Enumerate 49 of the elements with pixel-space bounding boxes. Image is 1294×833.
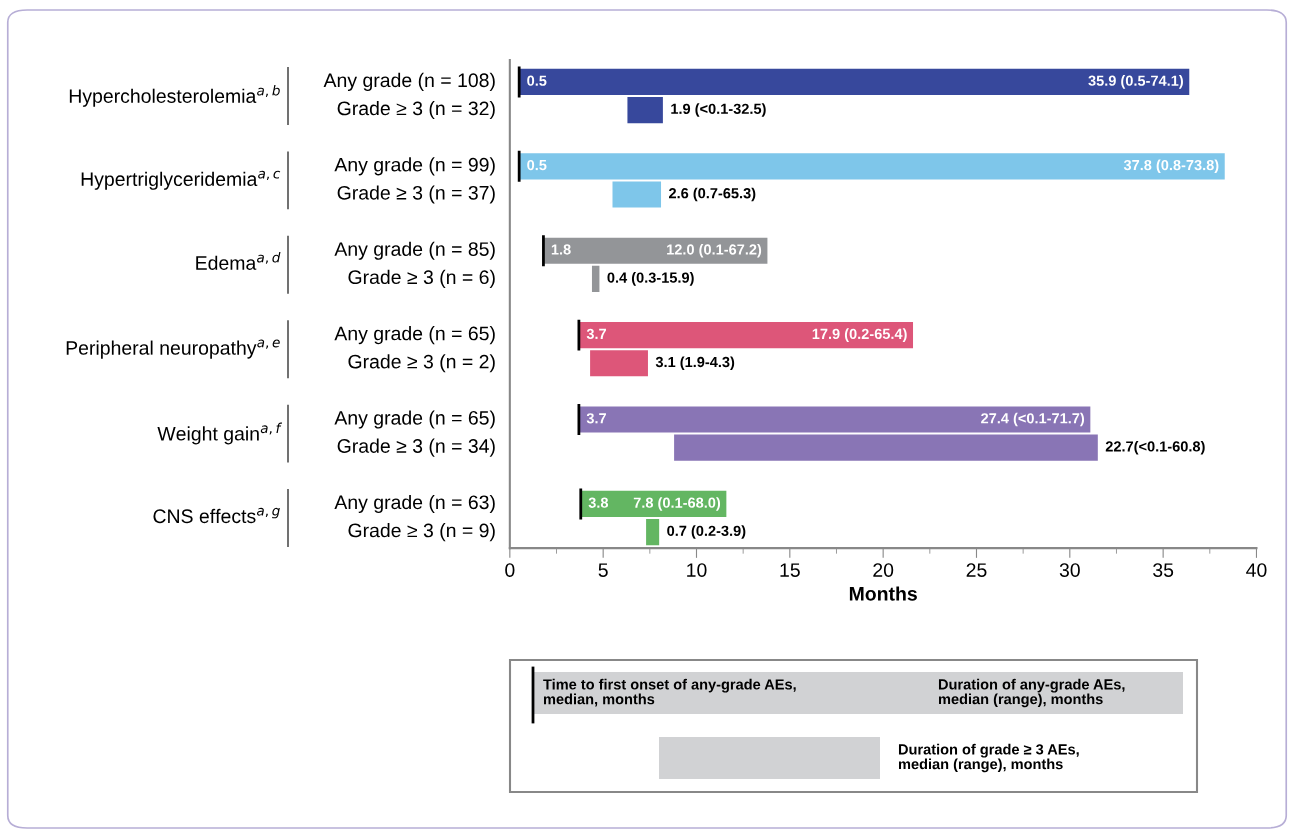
y-tick-label: Grade ≥ 3 (n = 2): [348, 354, 495, 373]
data-label: 0.4 (0.3-15.9): [607, 272, 694, 286]
text: Weight gain$^{a,f}$: [157, 422, 283, 445]
x-axis-title: Months: [849, 586, 917, 601]
data-label: 27.4 (<0.1-71.7): [981, 412, 1085, 427]
x-tick-label: 20: [873, 563, 894, 577]
y-tick-label: Any grade (n = 99): [334, 157, 495, 176]
text: CNS effects$^{a,g}$: [153, 507, 280, 524]
y-tick-label: Any grade (n = 108): [323, 72, 495, 91]
annotation: 3.8: [588, 497, 609, 508]
data-label: 7.8 (0.1-68.0): [633, 497, 721, 511]
data-label: 17.9 (0.2-65.4): [812, 328, 907, 342]
y-tick-label: Any grade (n = 85): [334, 241, 495, 260]
text: Time to first onset of any-grade AEs, median, months: [543, 678, 796, 707]
x-tick-label: 25: [966, 563, 987, 577]
data-label: 35.9 (0.5-74.1): [1088, 75, 1183, 89]
y-tick-label: Grade ≥ 3 (n = 6): [348, 269, 495, 288]
text: Duration of grade ≥ 3 AEs, median (range), months: [898, 743, 1079, 773]
y-tick-label: Any grade (n = 63): [334, 494, 495, 514]
x-tick-label: 10: [687, 563, 707, 577]
y-tick-label: Grade ≥ 3 (n = 37): [337, 185, 495, 204]
data-label: 3.1 (1.9-4.3): [655, 356, 735, 371]
x-tick-label: 35: [1153, 563, 1174, 577]
text: Duration of any-grade AEs, median (range), months: [938, 678, 1125, 708]
data-label: 2.6 (0.7-65.3): [669, 187, 756, 202]
data-label: 22.7(<0.1-60.8): [1105, 440, 1205, 455]
data-label: 0.7 (0.2-3.9): [667, 525, 746, 539]
x-tick-label: 40: [1246, 563, 1267, 577]
y-tick-label: Any grade (n = 65): [334, 410, 495, 429]
annotation: 1.8: [551, 244, 571, 255]
annotation: 0.5: [527, 75, 547, 86]
data-label: 1.9 (<0.1-32.5): [671, 103, 766, 117]
annotation: 0.5: [527, 159, 547, 171]
annotation: 3.7: [586, 328, 606, 340]
x-tick-label: 30: [1059, 563, 1080, 577]
x-tick-label: 15: [780, 563, 800, 577]
y-tick-label: Any grade (n = 65): [334, 326, 495, 345]
y-tick-label: Grade ≥ 3 (n = 34): [337, 438, 495, 457]
y-tick-label: Grade ≥ 3 (n = 9): [348, 523, 495, 542]
text: Hypercholesterolemia$^{a,b}$: [69, 85, 280, 107]
data-label: 37.8 (0.8-73.8): [1123, 159, 1219, 174]
text: Edema$^{a,d}$: [196, 251, 281, 270]
data-label: 12.0 (0.1-67.2): [667, 243, 762, 258]
y-tick-label: Grade ≥ 3 (n = 32): [337, 100, 495, 120]
text: Peripheral neuropathy$^{a,e}$: [66, 339, 280, 359]
x-tick-label: 0: [505, 563, 515, 577]
text: Hypertriglyceridemia$^{a,c}$: [81, 170, 281, 190]
annotation: 3.7: [586, 413, 606, 424]
x-tick-label: 5: [598, 563, 608, 577]
